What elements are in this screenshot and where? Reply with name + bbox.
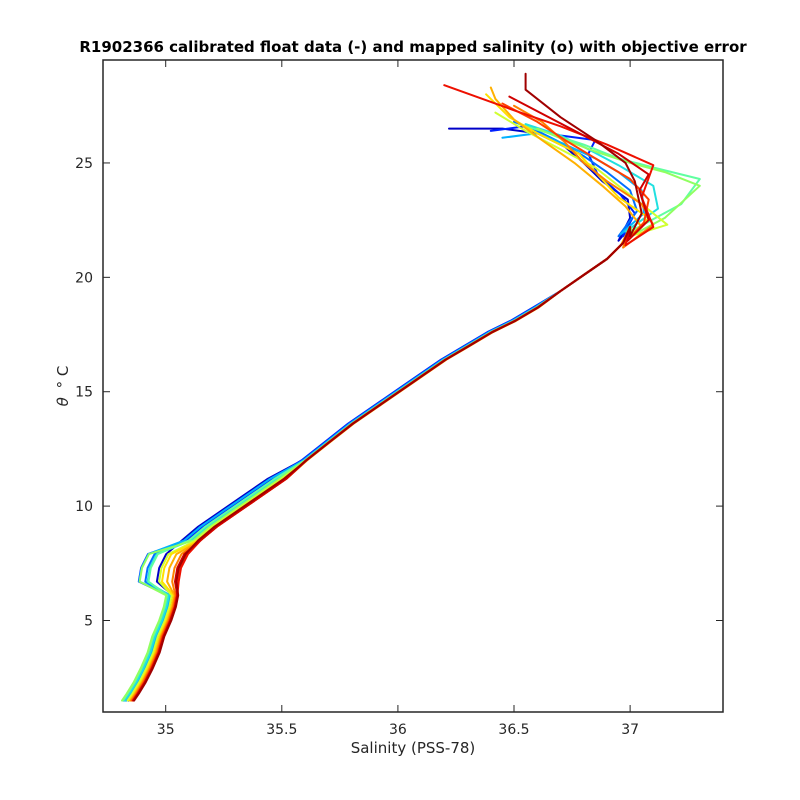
x-tick-label: 35 bbox=[157, 722, 175, 738]
y-tick-label: 25 bbox=[75, 156, 93, 172]
y-axis-label: θ ° C bbox=[54, 366, 72, 407]
svg-text:θ ° C: θ ° C bbox=[54, 366, 72, 407]
series-line-10 bbox=[129, 86, 643, 702]
series-line-7 bbox=[121, 127, 701, 702]
series-line-11 bbox=[130, 104, 655, 702]
series-line-4 bbox=[125, 132, 645, 702]
series-line-1 bbox=[127, 127, 632, 702]
series-line-12 bbox=[131, 102, 650, 702]
series-line-2 bbox=[122, 125, 636, 702]
series-layer bbox=[121, 72, 701, 702]
x-tick-label: 36 bbox=[389, 722, 407, 738]
series-line-15 bbox=[133, 72, 643, 702]
y-tick-label: 10 bbox=[75, 499, 93, 515]
x-tick-label: 36.5 bbox=[498, 722, 529, 738]
x-tick-label: 37 bbox=[621, 722, 639, 738]
x-tick-label: 35.5 bbox=[266, 722, 297, 738]
series-line-5 bbox=[123, 123, 659, 702]
series-line-6 bbox=[122, 123, 701, 702]
chart-title: R1902366 calibrated float data (-) and m… bbox=[79, 38, 747, 56]
y-axis-label-unit: ° C bbox=[54, 366, 72, 389]
y-axis-label-symbol: θ bbox=[54, 397, 72, 406]
ticks-layer: 35 35.5 36 36.5 37 5 10 15 20 25 bbox=[75, 60, 723, 738]
y-tick-label: 20 bbox=[75, 270, 93, 286]
x-axis-label: Salinity (PSS-78) bbox=[351, 739, 476, 757]
series-line-8 bbox=[126, 111, 669, 702]
plot-frame bbox=[102, 59, 724, 713]
y-tick-label: 15 bbox=[75, 385, 93, 401]
series-line-3 bbox=[124, 120, 639, 702]
y-tick-label: 5 bbox=[84, 613, 93, 629]
